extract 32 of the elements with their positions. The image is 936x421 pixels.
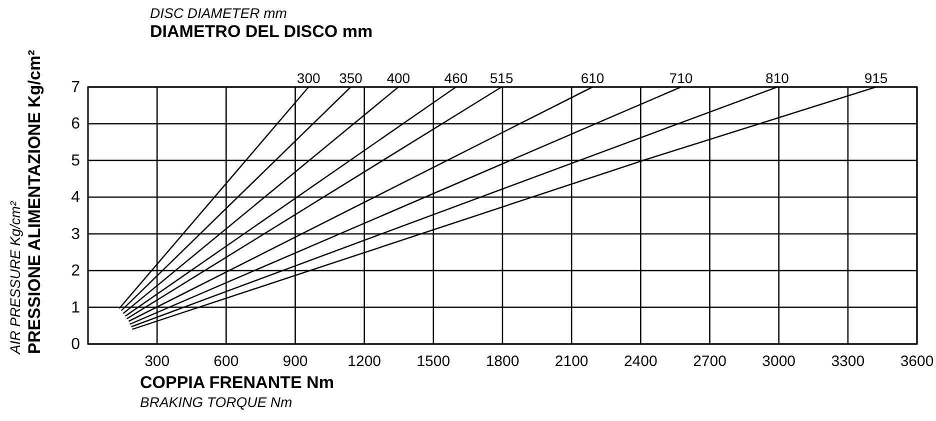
y-tick-label: 0 — [71, 336, 80, 353]
x-tick-label: 1200 — [348, 353, 382, 370]
x-tick-label: 2400 — [624, 353, 658, 370]
x-tick-label: 2700 — [693, 353, 726, 370]
y-axis-title: AIR PRESSURE Kg/cm² PRESSIONE ALIMENTAZIONE Kg/cm² — [7, 50, 44, 355]
y-tick-label: 5 — [71, 152, 80, 170]
y-tick-label: 3 — [71, 226, 80, 243]
series-label: 610 — [580, 70, 604, 86]
x-tick-label: 1500 — [416, 353, 450, 370]
x-tick-label: 3300 — [831, 353, 865, 370]
series-label: 300 — [296, 70, 320, 86]
y-tick-label: 2 — [71, 262, 80, 280]
chart-title: DISC DIAMETER mm DIAMETRO DEL DISCO mm — [150, 5, 373, 41]
series-label: 515 — [490, 70, 514, 86]
x-tick-label: 2100 — [554, 353, 588, 370]
y-tick-label: 1 — [71, 299, 80, 316]
x-tick-label: 300 — [144, 353, 170, 370]
y-tick-label: 4 — [71, 189, 80, 206]
x-tick-label: 600 — [214, 353, 239, 370]
y-tick-label: 6 — [71, 116, 80, 133]
x-tick-label: 900 — [282, 353, 308, 370]
series-label: 400 — [386, 70, 410, 86]
x-tick-label: 1800 — [486, 353, 520, 370]
x-tick-label: 3000 — [762, 353, 796, 370]
y-tick-label: 7 — [71, 79, 80, 96]
series-label: 710 — [669, 70, 693, 86]
series-label: 460 — [444, 70, 468, 86]
series-label: 810 — [766, 70, 790, 86]
x-tick-label: 3600 — [900, 353, 934, 370]
series-label: 350 — [339, 70, 363, 86]
series-label: 915 — [864, 70, 888, 86]
x-axis-title: COPPIA FRENANTE Nm BRAKING TORQUE Nm — [140, 373, 334, 410]
